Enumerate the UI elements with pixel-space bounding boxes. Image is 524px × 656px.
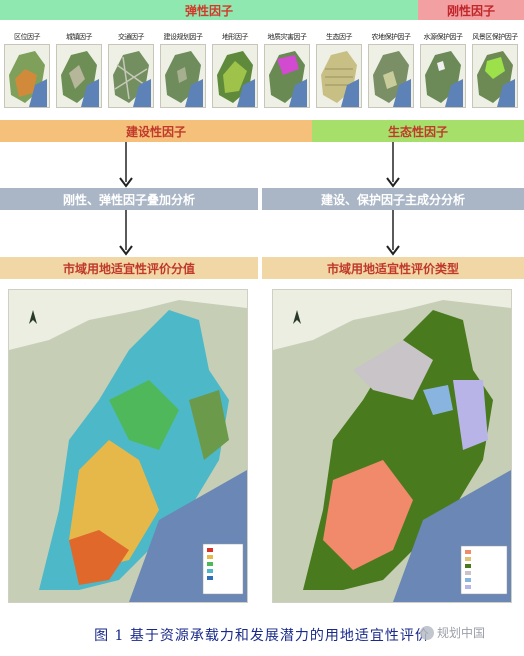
thumbnail-terrain: 地形因子	[210, 22, 260, 110]
thumbnail-ecology: 生态因子	[314, 22, 364, 110]
construction-factor-label: 建设性因子	[125, 124, 186, 139]
suitability-type-label: 市域用地适宜性评价类型	[326, 261, 459, 276]
thumbnail-water-source: 水源保护因子	[418, 22, 468, 110]
pca-analysis-band: 建设、保护因子主成分分析	[262, 188, 524, 210]
suitability-score-label: 市域用地适宜性评价分值	[62, 261, 195, 276]
rigid-factor-band: 刚性因子	[418, 0, 524, 20]
construction-factor-band: 建设性因子	[0, 120, 312, 142]
arrow-down-icon	[386, 210, 400, 256]
thumbnail-label: 风景区保护因子	[472, 33, 518, 41]
thumbnail-label: 城镇因子	[66, 33, 93, 41]
thumbnail-map	[212, 44, 258, 108]
overlay-analysis-label: 刚性、弹性因子叠加分析	[62, 192, 195, 207]
ecology-factor-band: 生态性因子	[312, 120, 524, 142]
thumbnail-label: 区位因子	[14, 33, 41, 41]
elastic-factor-band: 弹性因子	[0, 0, 418, 20]
thumbnail-town: 城镇因子	[54, 22, 104, 110]
suitability-score-map	[8, 289, 248, 603]
thumbnail-map	[108, 44, 154, 108]
wechat-icon	[420, 625, 434, 640]
north-arrow-icon	[293, 310, 301, 324]
arrow-down-icon	[119, 142, 133, 188]
thumbnail-map	[160, 44, 206, 108]
arrow-down-icon	[119, 210, 133, 256]
legend	[460, 545, 508, 595]
suitability-score-band: 市域用地适宜性评价分值	[0, 257, 258, 279]
thumbnail-location: 区位因子	[2, 22, 52, 110]
rigid-factor-label: 刚性因子	[446, 3, 495, 18]
thumbnail-map	[368, 44, 414, 108]
thumbnail-label: 交通因子	[118, 33, 145, 41]
thumbnail-map	[4, 44, 50, 108]
elastic-factor-label: 弹性因子	[184, 3, 233, 18]
thumbnail-label: 水源保护因子	[423, 33, 464, 41]
thumbnail-map	[316, 44, 362, 108]
thumbnail-farmland: 农地保护因子	[366, 22, 416, 110]
factor-thumbnails: 区位因子 城镇因子 交通因子	[0, 22, 524, 114]
legend	[202, 543, 244, 595]
watermark-text: 规划中国	[437, 626, 486, 640]
overlay-analysis-band: 刚性、弹性因子叠加分析	[0, 188, 258, 210]
thumbnail-scenic: 风景区保护因子	[470, 22, 520, 110]
thumbnail-traffic: 交通因子	[106, 22, 156, 110]
suitability-type-band: 市域用地适宜性评价类型	[262, 257, 524, 279]
north-arrow-icon	[29, 310, 37, 324]
ecology-factor-label: 生态性因子	[387, 124, 448, 139]
thumbnail-label: 生态因子	[326, 33, 353, 41]
thumbnail-map	[472, 44, 518, 108]
thumbnail-label: 农地保护因子	[371, 33, 412, 41]
watermark: 规划中国	[420, 624, 485, 641]
thumbnail-map	[264, 44, 310, 108]
thumbnail-map	[56, 44, 102, 108]
figure-caption: 图 1 基于资源承载力和发展潜力的用地适宜性评价	[0, 618, 524, 652]
thumbnail-construction-plan: 建设规划因子	[158, 22, 208, 110]
thumbnail-label: 地形因子	[222, 33, 249, 41]
pca-analysis-label: 建设、保护因子主成分分析	[320, 192, 465, 207]
thumbnail-map	[420, 44, 466, 108]
figure-caption-text: 图 1 基于资源承载力和发展潜力的用地适宜性评价	[94, 628, 430, 644]
arrow-down-icon	[386, 142, 400, 188]
thumbnail-label: 建设规划因子	[163, 33, 204, 41]
thumbnail-geohazard: 地质灾害因子	[262, 22, 312, 110]
thumbnail-label: 地质灾害因子	[267, 33, 308, 41]
suitability-type-map	[272, 289, 512, 603]
